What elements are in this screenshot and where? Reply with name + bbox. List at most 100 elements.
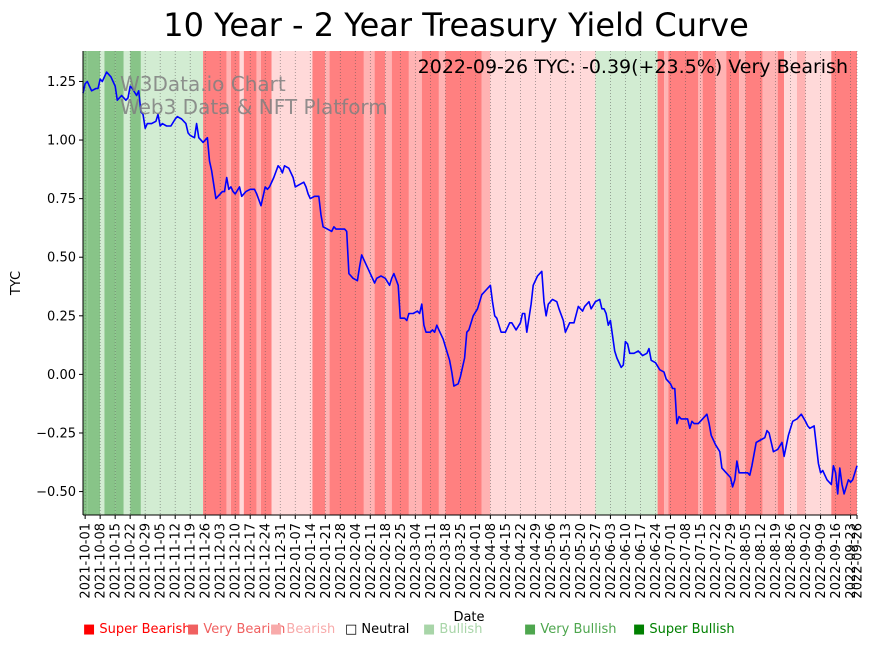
sentiment-band-6 — [130, 51, 141, 515]
x-axis-label: Date — [453, 610, 484, 625]
x-tick-label-2: 2021-10-15 — [109, 523, 124, 599]
y-tick-label-0: −0.50 — [36, 485, 76, 500]
x-tick-label-48: 2022-09-02 — [799, 523, 814, 599]
legend-swatch-3: □ — [345, 622, 361, 637]
x-tick-label-12: 2021-12-24 — [259, 523, 274, 599]
x-tick-label-15: 2022-01-14 — [304, 523, 319, 599]
legend-label-3: Neutral — [361, 622, 409, 637]
x-tick-label-22: 2022-03-04 — [409, 523, 424, 599]
y-axis-label: TYC — [9, 271, 24, 296]
sentiment-band-11 — [239, 51, 244, 515]
x-tick-label-49: 2022-09-09 — [814, 523, 829, 599]
x-tick-label-34: 2022-05-27 — [589, 523, 604, 599]
legend-label-0: Super Bearish — [99, 622, 190, 637]
legend-item-3: □ Neutral — [345, 622, 409, 637]
legend-label-2: Bearish — [286, 622, 335, 637]
sentiment-band-27 — [481, 51, 491, 515]
x-tick-label-47: 2022-08-26 — [784, 523, 799, 599]
x-tick-label-7: 2021-11-19 — [184, 523, 199, 599]
x-tick-label-28: 2022-04-15 — [499, 523, 514, 599]
sentiment-band-8 — [203, 51, 227, 515]
x-tick-label-51: 2022-09-23 — [844, 523, 859, 599]
x-tick-label-11: 2021-12-17 — [244, 523, 259, 599]
y-tick-label-3: 0.25 — [47, 309, 76, 324]
sentiment-band-37 — [739, 51, 746, 515]
x-tick-label-0: 2021-10-01 — [79, 523, 94, 599]
x-tick-label-31: 2022-05-06 — [544, 523, 559, 599]
sentiment-band-38 — [745, 51, 763, 515]
x-tick-label-24: 2022-03-18 — [439, 523, 454, 599]
x-tick-label-26: 2022-04-01 — [469, 523, 484, 599]
sentiment-band-20 — [374, 51, 386, 515]
x-tick-label-14: 2022-01-07 — [289, 523, 304, 599]
x-tick-label-35: 2022-06-03 — [604, 523, 619, 599]
legend-item-4: ■ Bullish — [423, 622, 482, 637]
legend-swatch-1: ■ — [187, 622, 203, 637]
x-tick-label-40: 2022-07-08 — [679, 523, 694, 599]
legend-item-0: ■ Super Bearish — [83, 622, 191, 637]
x-tick-label-23: 2022-03-11 — [424, 523, 439, 599]
y-ticks: −0.50 −0.25 0.00 0.25 0.50 0.75 1.00 1.25 — [36, 75, 83, 500]
legend-label-5: Very Bullish — [540, 622, 616, 637]
sentiment-band-19 — [363, 51, 375, 515]
x-tick-label-36: 2022-06-10 — [619, 523, 634, 599]
x-tick-label-43: 2022-07-29 — [724, 523, 739, 599]
x-tick-label-39: 2022-07-01 — [664, 523, 679, 599]
x-tick-label-25: 2022-03-25 — [454, 523, 469, 599]
x-tick-label-10: 2021-12-10 — [229, 523, 244, 599]
sentiment-band-30 — [657, 51, 665, 515]
x-tick-label-18: 2022-02-04 — [349, 523, 364, 599]
x-tick-label-9: 2021-12-03 — [214, 523, 229, 599]
sentiment-band-29 — [595, 51, 658, 515]
x-tick-label-3: 2021-10-22 — [124, 523, 139, 599]
legend-label-6: Super Bullish — [649, 622, 734, 637]
y-tick-label-7: 1.25 — [47, 75, 76, 90]
axes — [82, 51, 857, 516]
sentiment-band-9 — [226, 51, 231, 515]
legend-label-4: Bullish — [439, 622, 482, 637]
x-tick-label-33: 2022-05-20 — [574, 523, 589, 599]
legend-item-2: ■ Bearish — [270, 622, 335, 637]
vertical-gridlines — [84, 51, 858, 515]
x-tick-label-19: 2022-02-11 — [364, 523, 379, 599]
x-tick-label-50: 2022-09-16 — [829, 523, 844, 599]
x-tick-label-46: 2022-08-19 — [769, 523, 784, 599]
legend-item-6: ■ Super Bullish — [633, 622, 735, 637]
legend: ■ Super Bearish■ Very Bearish■ Bearish □ … — [83, 622, 735, 637]
x-tick-label-32: 2022-05-13 — [559, 523, 574, 599]
x-tick-label-6: 2021-11-12 — [169, 523, 184, 599]
legend-swatch-4: ■ — [423, 622, 439, 637]
sentiment-band-32 — [668, 51, 699, 515]
x-tick-label-45: 2022-08-12 — [754, 523, 769, 599]
sentiment-band-14 — [260, 51, 272, 515]
sentiment-band-13 — [256, 51, 261, 515]
x-tick-label-27: 2022-04-08 — [484, 523, 499, 599]
legend-item-1: ■ Very Bearish — [187, 622, 285, 637]
sentiment-band-35 — [715, 51, 727, 515]
x-tick-label-44: 2022-08-05 — [739, 523, 754, 599]
x-tick-label-17: 2022-01-28 — [334, 523, 349, 599]
x-ticks: 2021-10-01 2021-10-08 2021-10-15 2021-10-22… — [79, 515, 866, 599]
sentiment-band-15 — [271, 51, 313, 515]
watermark-line-2: Web3 Data & NFT Platform — [120, 95, 388, 119]
legend-item-5: ■ Very Bullish — [524, 622, 616, 637]
y-tick-label-2: 0.00 — [47, 368, 76, 383]
watermark-line-1: W3Data.io Chart — [120, 72, 286, 96]
legend-label-1: Very Bearish — [203, 622, 285, 637]
sentiment-band-44 — [831, 51, 857, 515]
sentiment-bands — [83, 51, 857, 515]
x-tick-label-4: 2021-10-29 — [139, 523, 154, 599]
x-tick-label-38: 2022-06-24 — [649, 523, 664, 599]
sentiment-band-16 — [312, 51, 326, 515]
legend-swatch-6: ■ — [633, 622, 649, 637]
latest-value-annotation: 2022-09-26 TYC: -0.39(+23.5%) Very Beari… — [418, 56, 848, 78]
sentiment-band-2 — [100, 51, 105, 515]
sentiment-band-40 — [777, 51, 785, 515]
x-tick-label-13: 2021-12-31 — [274, 523, 289, 599]
y-tick-label-5: 0.75 — [47, 192, 76, 207]
sentiment-band-18 — [329, 51, 364, 515]
sentiment-band-3 — [104, 51, 116, 515]
sentiment-band-36 — [726, 51, 740, 515]
sentiment-band-43 — [805, 51, 832, 515]
